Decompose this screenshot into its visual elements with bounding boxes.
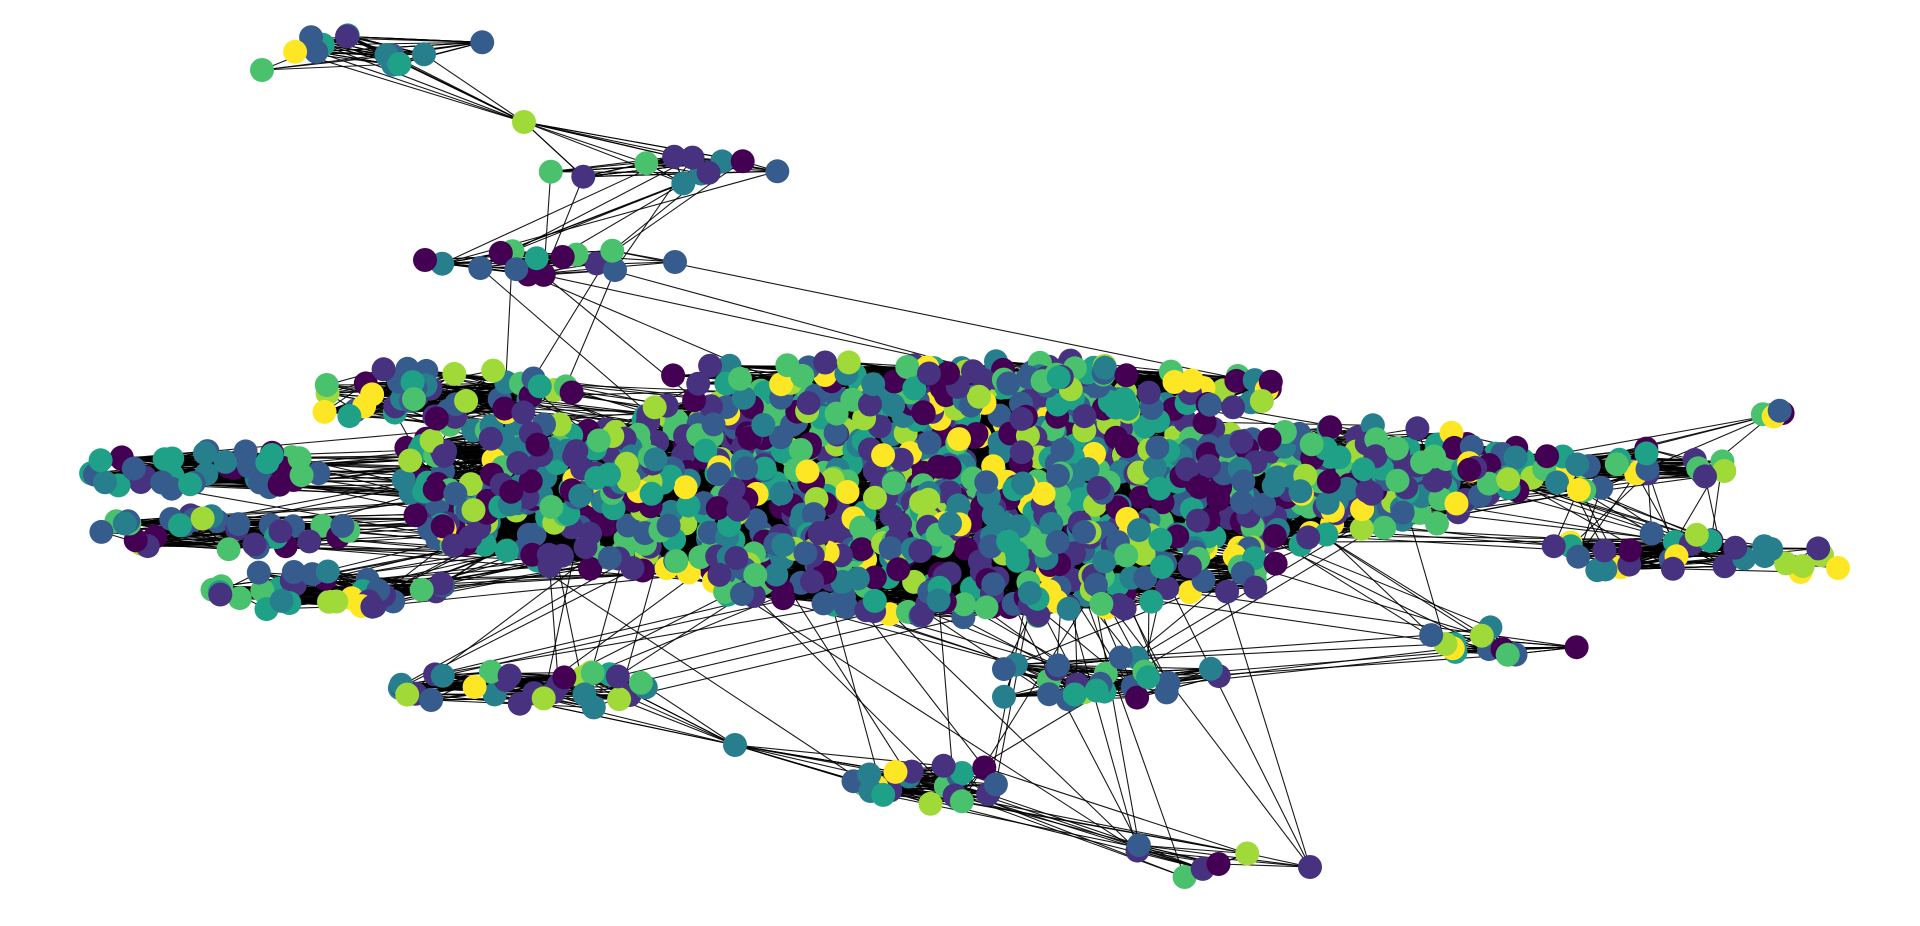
graph-edge <box>294 51 525 123</box>
graph-edge <box>523 121 743 162</box>
graph-edge <box>346 35 483 43</box>
graph-edge <box>441 156 675 265</box>
graph-edge <box>423 53 525 123</box>
graph-edge <box>512 157 693 252</box>
graph-edge <box>523 121 647 164</box>
graph-edge <box>316 51 525 123</box>
graph-edge <box>523 121 684 184</box>
graph-edge <box>261 63 400 71</box>
graph-edge <box>261 54 393 71</box>
graph-edge <box>523 121 584 178</box>
graph-edge <box>523 121 675 158</box>
graph-edge <box>500 182 684 254</box>
graph-edge <box>543 176 584 276</box>
